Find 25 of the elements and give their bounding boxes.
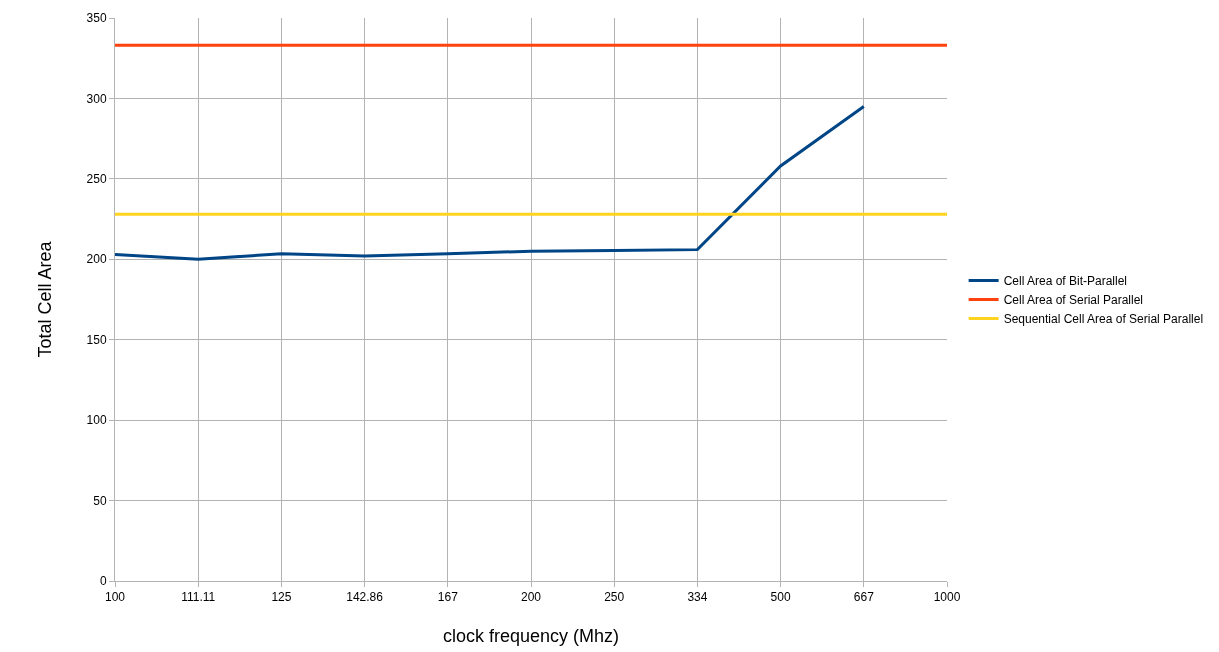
y-tick-label: 0 bbox=[99, 574, 107, 589]
y-tick-label: 250 bbox=[86, 172, 107, 187]
legend-label: Cell Area of Bit-Parallel bbox=[1003, 274, 1128, 289]
x-tick-label: 200 bbox=[520, 590, 542, 605]
y-tick-label: 350 bbox=[86, 11, 107, 26]
y-tick-label: 150 bbox=[86, 332, 107, 347]
x-axis-title: clock frequency (Mhz) bbox=[442, 625, 620, 646]
line-series bbox=[115, 104, 866, 261]
y-tick-label: 200 bbox=[86, 252, 107, 267]
x-tick-label: 334 bbox=[687, 590, 708, 605]
x-tick-label: 667 bbox=[853, 590, 875, 605]
y-tick-label: 100 bbox=[86, 413, 107, 428]
x-tick-label: 250 bbox=[604, 590, 625, 605]
y-axis-title: Total Cell Area bbox=[34, 240, 55, 358]
legend-label: Sequential Cell Area of Serial Parallel bbox=[1003, 312, 1204, 327]
x-tick-label: 1000 bbox=[933, 590, 961, 605]
x-tick-label: 111.11 bbox=[181, 590, 216, 605]
x-tick-label: 100 bbox=[104, 590, 126, 605]
x-tick-label: 500 bbox=[770, 590, 791, 605]
x-tick-label: 142.86 bbox=[346, 590, 384, 605]
y-tick-label: 50 bbox=[93, 493, 107, 508]
x-tick-label: 167 bbox=[437, 590, 459, 605]
legend-label: Cell Area of Serial Parallel bbox=[1003, 293, 1144, 308]
x-tick-label: 125 bbox=[271, 590, 292, 605]
y-tick-label: 300 bbox=[86, 91, 107, 106]
